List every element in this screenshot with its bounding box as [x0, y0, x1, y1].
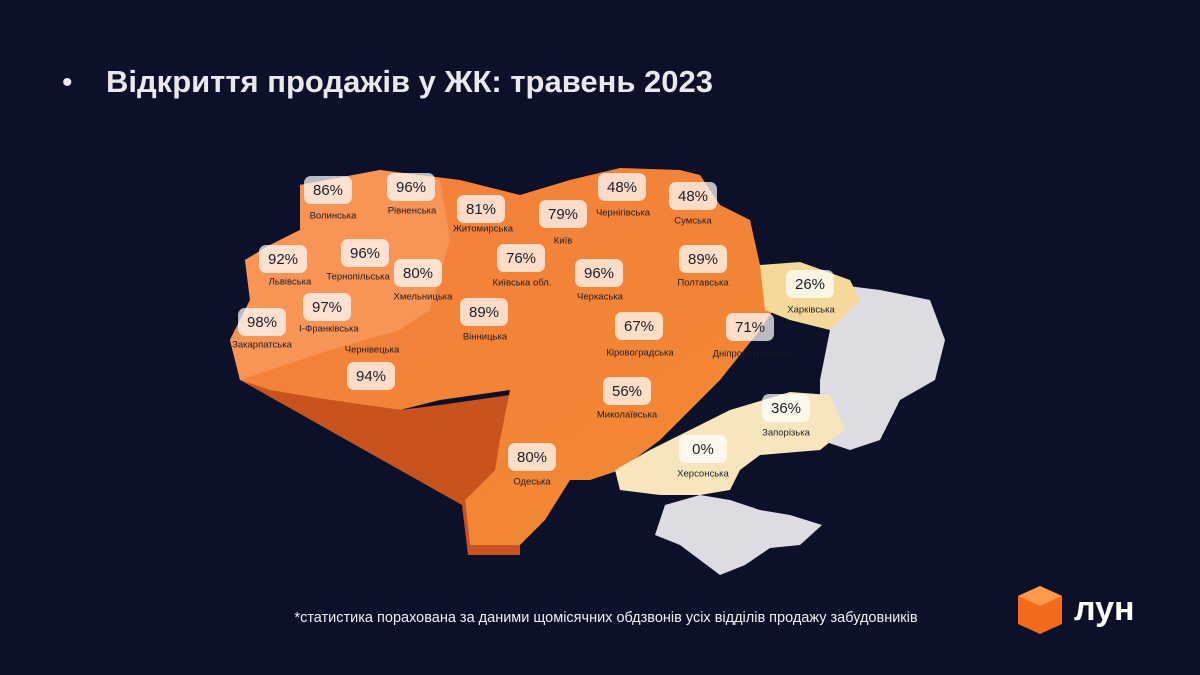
- badge: [669, 182, 717, 210]
- badge: [259, 245, 307, 273]
- region-value: 0%: [692, 441, 714, 458]
- region-name: Одеська: [513, 477, 551, 488]
- badge: [598, 173, 646, 201]
- region-name: Дніпропетровська: [713, 349, 793, 360]
- region-name: Черкаська: [577, 292, 624, 303]
- badge: [341, 239, 389, 267]
- region-name: Чернігівська: [596, 208, 651, 219]
- region-value: 36%: [771, 400, 801, 417]
- region-name: Закарпатська: [232, 340, 292, 351]
- title: Відкриття продажів у ЖК: травень 2023: [106, 64, 713, 99]
- badge: [762, 394, 810, 422]
- region-name: Полтавська: [677, 278, 729, 289]
- badge: [394, 259, 442, 287]
- badge: [603, 377, 651, 405]
- region-name: Запорізька: [762, 428, 811, 439]
- badge: [726, 313, 774, 341]
- region-name: І-Франківська: [299, 324, 359, 335]
- badge: [497, 244, 545, 272]
- region-value: 71%: [735, 319, 765, 336]
- region-name: Волинська: [310, 211, 358, 222]
- region-name: Тернопільська: [326, 272, 390, 283]
- region-value: 76%: [506, 250, 536, 267]
- crimea: [655, 495, 822, 575]
- badge: [457, 195, 505, 223]
- region-value: 86%: [313, 182, 343, 199]
- region-value: 81%: [466, 201, 496, 218]
- region-value: 80%: [403, 265, 433, 282]
- region-value: 79%: [548, 206, 578, 223]
- region-value: 98%: [247, 314, 277, 331]
- logo-text: лун: [1074, 590, 1135, 628]
- region-name: Вінницька: [463, 332, 508, 343]
- badge: [347, 362, 395, 390]
- footnote: *статистика порахована за даними щомісяч…: [294, 610, 917, 626]
- logo-cube-top: [1018, 586, 1062, 606]
- logo: лун: [1018, 586, 1135, 634]
- map-front: [240, 380, 520, 555]
- region-value: 96%: [350, 245, 380, 262]
- region-name: Київська обл.: [493, 278, 552, 289]
- region-name: Львівська: [269, 277, 312, 288]
- region-value: 48%: [607, 179, 637, 196]
- region-value: 89%: [688, 251, 718, 268]
- badge: [679, 435, 727, 463]
- badge: [238, 308, 286, 336]
- badge: [508, 443, 556, 471]
- region-value: 96%: [396, 179, 426, 196]
- badge: [304, 176, 352, 204]
- region-value: 80%: [517, 449, 547, 466]
- region-name: Хмельницька: [394, 292, 454, 303]
- region-value: 96%: [584, 265, 614, 282]
- region-name: Київ: [554, 236, 573, 247]
- region-value: 94%: [356, 368, 386, 385]
- region-value: 89%: [469, 304, 499, 321]
- region-value: 26%: [795, 276, 825, 293]
- badge: [460, 298, 508, 326]
- region-value: 48%: [678, 188, 708, 205]
- badge: [575, 259, 623, 287]
- badge: [679, 245, 727, 273]
- region-name: Рівненська: [388, 206, 437, 217]
- region-name: Чернівецька: [345, 345, 400, 356]
- region-name: Кіровоградська: [606, 348, 674, 359]
- region-name: Харківська: [787, 305, 835, 316]
- badge: [786, 270, 834, 298]
- badge: [539, 200, 587, 228]
- region-value: 56%: [612, 383, 642, 400]
- region-value: 97%: [312, 299, 342, 316]
- region-name: Миколаївська: [597, 410, 658, 421]
- badge: [615, 312, 663, 340]
- region-name: Житомирська: [453, 224, 514, 235]
- bullet: •: [62, 66, 73, 99]
- region-name: Херсонська: [677, 469, 729, 480]
- region-value: 67%: [624, 318, 654, 335]
- badge: [387, 173, 435, 201]
- badge: [303, 293, 351, 321]
- region-value: 92%: [268, 251, 298, 268]
- occupied-east: [820, 285, 945, 450]
- region-name: Сумська: [674, 216, 712, 227]
